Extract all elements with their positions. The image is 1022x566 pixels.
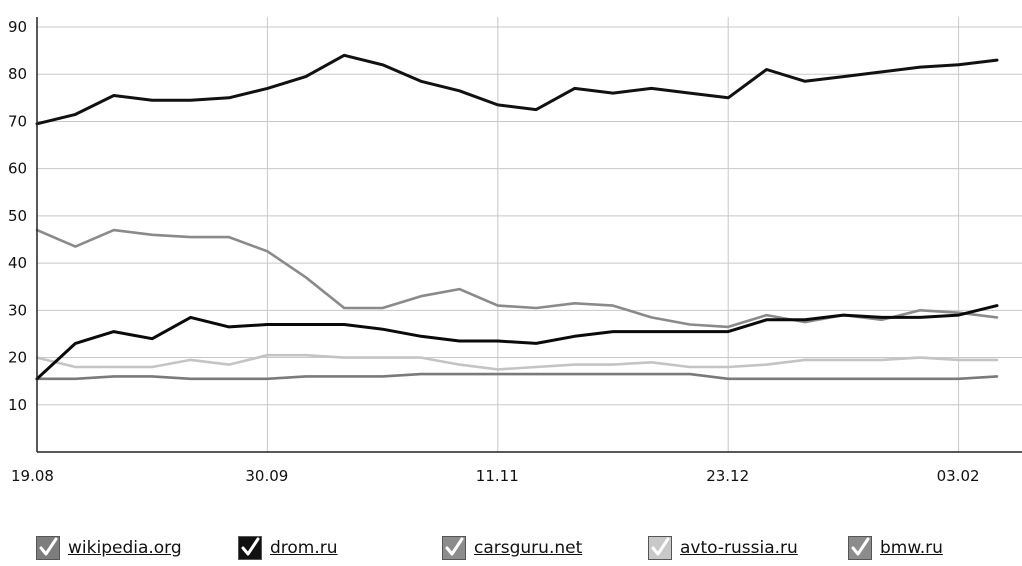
legend-item-carsguru[interactable]: carsguru.net bbox=[442, 536, 582, 560]
checkmark-icon bbox=[442, 536, 466, 560]
axes bbox=[36, 17, 1022, 453]
checkbox-checked-icon[interactable] bbox=[648, 536, 672, 560]
legend: wikipedia.org drom.ru carsguru.net avto-… bbox=[36, 536, 1016, 564]
series-line-bmw-ru bbox=[35, 372, 999, 381]
y-tick-label: 60 bbox=[8, 160, 27, 178]
x-tick-label: 23.12 bbox=[706, 467, 749, 485]
legend-label[interactable]: carsguru.net bbox=[474, 538, 583, 558]
checkmark-icon bbox=[238, 536, 262, 560]
line-chart: 10 20 30 40 50 60 70 80 90 19.08 30.09 11.11 23.12 0… bbox=[8, 17, 1022, 485]
checkmark-icon bbox=[848, 536, 872, 560]
y-tick-label: 20 bbox=[8, 349, 27, 367]
x-axis-ticks: 19.08 30.09 11.11 23.12 03.02 bbox=[11, 467, 980, 485]
checkbox-checked-icon[interactable] bbox=[238, 536, 262, 560]
series-lines bbox=[35, 53, 999, 381]
checkmark-icon bbox=[648, 536, 672, 560]
x-tick-label: 19.08 bbox=[11, 467, 54, 485]
x-tick-label: 11.11 bbox=[476, 467, 519, 485]
y-tick-label: 70 bbox=[8, 112, 27, 130]
series-line-wikipedia-org bbox=[35, 228, 999, 329]
series-line-avto-russia-ru bbox=[35, 353, 999, 371]
checkbox-checked-icon[interactable] bbox=[442, 536, 466, 560]
series-line-drom-ru bbox=[35, 53, 999, 126]
legend-label[interactable]: wikipedia.org bbox=[68, 538, 182, 558]
legend-item-wikipedia[interactable]: wikipedia.org bbox=[36, 536, 182, 560]
y-tick-label: 40 bbox=[8, 254, 27, 272]
legend-item-drom[interactable]: drom.ru bbox=[238, 536, 338, 560]
legend-item-avto-russia[interactable]: avto-russia.ru bbox=[648, 536, 798, 560]
grid-lines bbox=[37, 17, 1022, 452]
x-tick-label: 03.02 bbox=[937, 467, 980, 485]
legend-label[interactable]: avto-russia.ru bbox=[680, 538, 798, 558]
checkbox-checked-icon[interactable] bbox=[36, 536, 60, 560]
legend-label[interactable]: bmw.ru bbox=[880, 538, 943, 558]
checkbox-checked-icon[interactable] bbox=[848, 536, 872, 560]
x-tick-label: 30.09 bbox=[245, 467, 288, 485]
y-axis-ticks: 10 20 30 40 50 60 70 80 90 bbox=[8, 18, 27, 414]
legend-label[interactable]: drom.ru bbox=[270, 538, 338, 558]
legend-item-bmw[interactable]: bmw.ru bbox=[848, 536, 943, 560]
checkmark-icon bbox=[36, 536, 60, 560]
series-line-carsguru-net bbox=[35, 304, 999, 381]
y-tick-label: 80 bbox=[8, 65, 27, 83]
y-tick-label: 10 bbox=[8, 396, 27, 414]
y-tick-label: 50 bbox=[8, 207, 27, 225]
y-tick-label: 30 bbox=[8, 301, 27, 319]
y-tick-label: 90 bbox=[8, 18, 27, 36]
